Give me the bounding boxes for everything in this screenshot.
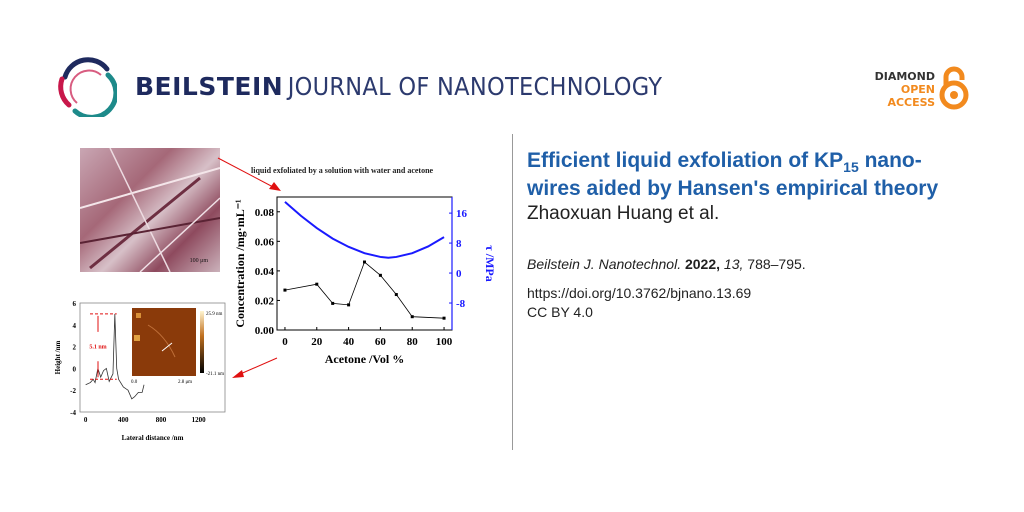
afm-bright-spot	[134, 335, 140, 341]
height-annotation: 5.1 nm	[89, 345, 106, 351]
afm-y-tick-label: -4	[70, 409, 76, 417]
title-part2: nano-	[858, 149, 922, 172]
concentration-point	[394, 293, 398, 297]
article-title: Efficient liquid exfoliation of KP15 nan…	[527, 150, 938, 199]
brand-bold: BEILSTEIN	[135, 72, 284, 101]
concentration-point	[331, 301, 335, 305]
concentration-point	[363, 260, 366, 264]
citation-year: 2022,	[684, 256, 721, 272]
afm-nanowire	[147, 324, 176, 358]
tau-series-line	[284, 201, 445, 259]
citation-pages: 788–795.	[747, 256, 806, 272]
afm-height-chart: 0 400 800 1200 -4 -2 0 2 4 6 Lateral distance /nm H…	[54, 300, 226, 442]
concentration-point	[442, 316, 446, 320]
beilstein-logo-icon	[58, 57, 117, 117]
inset-x0-label: 0.0	[131, 380, 138, 385]
afm-y-tick-label: -2	[70, 387, 76, 395]
afm-profile-line	[85, 313, 145, 400]
concentration-point	[410, 315, 414, 319]
afm-y-axis-label: Height /nm	[54, 341, 62, 375]
y2-tick-label: 0	[456, 268, 462, 280]
nanowire-strokes	[80, 148, 220, 272]
citation-journal: Beilstein J. Nanotechnol.	[527, 256, 682, 272]
y2-tick-label: -8	[456, 298, 466, 310]
title-part1: Efficient liquid exfoliation of KP	[527, 149, 844, 172]
x-tick-label: 20	[311, 336, 323, 348]
afm-y-tick-label: 2	[73, 344, 77, 352]
afm-inset-image	[132, 308, 196, 376]
y-tick-label: 0.00	[255, 325, 275, 337]
oa-line2: OPEN	[900, 83, 935, 96]
y2-tick-label: 16	[456, 208, 468, 220]
title-subscript: 15	[843, 159, 859, 176]
afm-x-axis-label: Lateral distance /nm	[122, 434, 184, 442]
figure-caption: liquid exfoliated by a solution with wat…	[251, 166, 434, 175]
concentration-point	[315, 282, 319, 286]
afm-plot-frame	[79, 302, 226, 413]
x-tick-label: 0	[282, 336, 288, 348]
y-tick-label: 0.02	[255, 295, 275, 307]
y2-tick-label: 8	[456, 238, 462, 250]
open-lock-icon	[939, 66, 969, 110]
y-tick-label: 0.06	[255, 236, 275, 248]
concentration-series-line	[284, 261, 445, 319]
colorbar-max-label: 25.9 nm	[206, 312, 223, 317]
afm-scan-line	[161, 342, 173, 352]
concentration-point	[283, 288, 287, 292]
y2-axis-label: τ /MPa	[483, 245, 497, 282]
concentration-point	[347, 303, 351, 307]
citation-volume: 13,	[723, 256, 744, 272]
x-axis-label: Acetone /Vol %	[325, 352, 405, 366]
y-tick-label: 0.08	[255, 207, 275, 219]
open-access-label: DIAMOND OPEN ACCESS	[860, 70, 935, 109]
crystal-photo: 100 μm	[80, 148, 220, 272]
concentration-chart: 0 20 40 60 80 100 0.00 0.02 0.04 0.06 0.08 -8 0 8 16 Ac…	[233, 196, 497, 366]
afm-x-tick-label: 0	[84, 416, 88, 424]
afm-bright-spot	[136, 313, 141, 318]
arrow-to-afm-icon	[232, 357, 278, 378]
afm-x-tick-label: 1200	[192, 416, 207, 424]
afm-y-tick-label: 6	[73, 300, 77, 308]
brand-light: JOURNAL OF NANOTECHNOLOGY	[287, 72, 663, 101]
oa-line3: ACCESS	[887, 96, 935, 109]
afm-colorbar	[200, 311, 204, 373]
photo-scale-bar: 100 μm	[189, 258, 208, 264]
journal-brand: BEILSTEIN JOURNAL OF NANOTECHNOLOGY	[135, 72, 662, 101]
divider	[512, 134, 513, 450]
afm-y-tick-label: 4	[73, 322, 77, 330]
x-tick-label: 100	[436, 336, 453, 348]
x-tick-label: 60	[375, 336, 387, 348]
afm-y-tick-label: 0	[73, 365, 77, 373]
title-line2: wires aided by Hansen's empirical theory	[527, 177, 939, 201]
afm-x-tick-label: 800	[156, 416, 167, 424]
inset-x1-label: 2.8 μm	[178, 380, 192, 385]
y-axis-label: Concentration /mg·mL⁻¹	[233, 199, 247, 328]
authors: Zhaoxuan Huang et al.	[527, 203, 720, 224]
oa-line1: DIAMOND	[874, 70, 935, 83]
afm-x-tick-label: 400	[118, 416, 129, 424]
x-tick-label: 40	[343, 336, 355, 348]
x-tick-label: 80	[407, 336, 419, 348]
doi-link[interactable]: https://doi.org/10.3762/bjnano.13.69	[527, 285, 752, 301]
citation: Beilstein J. Nanotechnol. 2022, 13, 788–…	[527, 256, 806, 272]
y-tick-label: 0.04	[255, 266, 275, 278]
arrow-to-chart-icon	[217, 157, 281, 191]
colorbar-min-label: -21.1 nm	[206, 372, 224, 377]
license: CC BY 4.0	[527, 304, 593, 320]
concentration-point	[378, 273, 382, 277]
